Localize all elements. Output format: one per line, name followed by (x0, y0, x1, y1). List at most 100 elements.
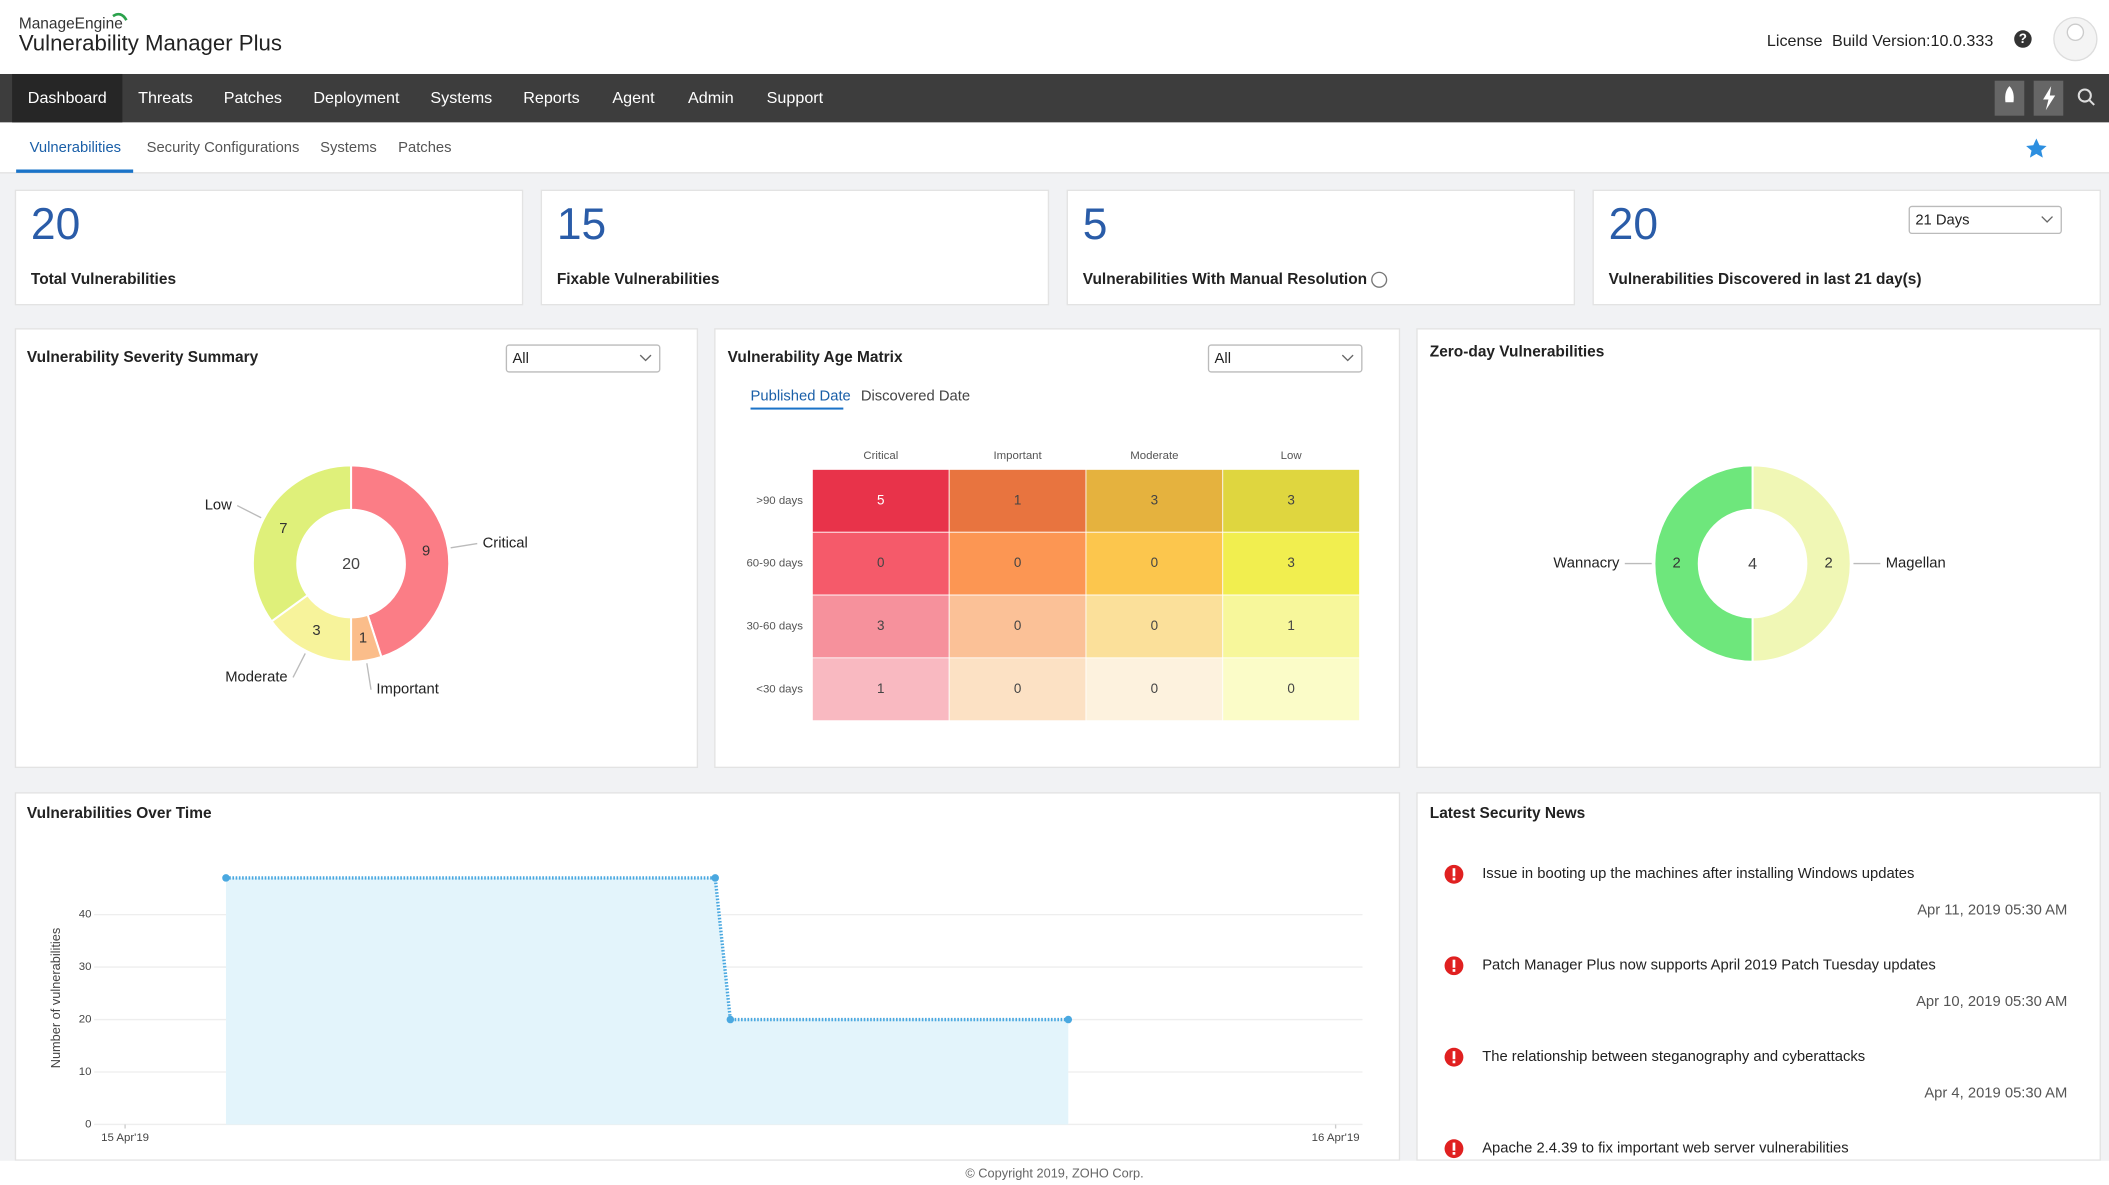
card-label: Vulnerabilities With Manual Resolution (1083, 271, 1367, 288)
license-link[interactable]: License (1767, 32, 1823, 50)
subnav-item[interactable]: Security Configurations (147, 140, 300, 156)
y-tick-label: 30 (79, 961, 92, 973)
nav-item[interactable]: Threats (138, 89, 193, 107)
subnav-item[interactable]: Systems (320, 140, 377, 156)
alert-glyph (1452, 969, 1456, 972)
alert-glyph (1452, 868, 1456, 877)
panel (1416, 792, 2101, 1161)
dropdown-value: 21 Days (1915, 213, 1969, 229)
panel-title: Vulnerability Severity Summary (27, 349, 259, 366)
search-icon[interactable] (2077, 88, 2092, 103)
panel (14, 189, 524, 306)
leader-line (236, 504, 262, 519)
news-title[interactable]: Apache 2.4.39 to fix important web serve… (1482, 1141, 1848, 1157)
matrix-cell-value: 0 (1014, 681, 1021, 696)
matrix-cell (811, 657, 950, 722)
matrix-cell-value: 3 (1287, 492, 1294, 507)
subnav-active-underline (16, 169, 134, 173)
matrix-cell (1085, 531, 1224, 596)
nav-item[interactable]: Reports (523, 89, 579, 107)
info-icon[interactable] (1371, 271, 1388, 288)
nav-item[interactable]: Dashboard (28, 89, 107, 107)
help-icon[interactable] (2014, 30, 2032, 48)
alert-glyph (1452, 877, 1456, 881)
matrix-row-label: 60-90 days (746, 558, 803, 570)
news-date: Apr 11, 2019 05:30 AM (1917, 903, 2067, 919)
matrix-cell (948, 657, 1087, 722)
panel (14, 328, 699, 769)
logo-arc (112, 12, 128, 21)
alert-glyph (1452, 1142, 1456, 1151)
subnav-item[interactable]: Patches (398, 140, 451, 156)
matrix-cell (1222, 594, 1360, 659)
card-count: 20 (31, 200, 80, 249)
x-tick-label: 16 Apr'19 (1312, 1132, 1360, 1144)
matrix-tab[interactable]: Published Date (751, 389, 851, 405)
dropdown[interactable] (1908, 205, 2062, 235)
matrix-cell (811, 469, 950, 533)
alert-glyph (1452, 959, 1456, 968)
nav-item[interactable]: Deployment (313, 89, 400, 107)
card-label: Vulnerabilities Discovered in last 21 da… (1609, 271, 1922, 288)
panel-title: Vulnerabilities Over Time (27, 805, 212, 822)
donut-total: 4 (1748, 555, 1757, 573)
matrix-row-label: >90 days (756, 495, 803, 507)
matrix-cell-value: 1 (1014, 492, 1021, 507)
donut-slice (1751, 464, 1852, 663)
nav-item[interactable]: Admin (688, 89, 734, 107)
news-title[interactable]: Issue in booting up the machines after i… (1482, 866, 1914, 882)
leader-line (292, 653, 306, 678)
matrix-cell (948, 531, 1087, 596)
slice-value: 9 (422, 544, 430, 560)
dropdown-chevron (2041, 216, 2053, 223)
dropdown-value: All (512, 351, 528, 367)
product-name: Vulnerability Manager Plus (19, 30, 282, 55)
panel (1066, 189, 1576, 306)
subnav-item[interactable]: Vulnerabilities (30, 140, 121, 156)
nav-bar (0, 73, 2109, 123)
alert-glyph (1452, 1152, 1456, 1155)
matrix-column-label: Important (993, 450, 1042, 462)
y-tick-label: 10 (79, 1066, 92, 1078)
matrix-cell (1085, 657, 1224, 722)
matrix-cell-value: 1 (877, 681, 884, 696)
area (225, 877, 1069, 1125)
subnav-bar (0, 122, 2109, 174)
search-handle (2088, 98, 2095, 106)
matrix-column-label: Critical (863, 450, 898, 462)
nav-item[interactable]: Agent (612, 89, 655, 107)
panel (1416, 328, 2101, 769)
matrix-cell (948, 594, 1087, 659)
news-title[interactable]: Patch Manager Plus now supports April 20… (1482, 958, 1936, 974)
matrix-cell (1222, 531, 1360, 596)
footer-text: © Copyright 2019, ZOHO Corp. (965, 1166, 1143, 1181)
news-title[interactable]: The relationship between steganography a… (1482, 1049, 1865, 1065)
panel-title: Vulnerability Age Matrix (728, 349, 903, 366)
nav-item[interactable]: Patches (224, 89, 282, 107)
slice-name: Low (205, 497, 232, 513)
matrix-cell-value: 0 (877, 555, 884, 570)
dropdown[interactable] (505, 344, 661, 373)
nav-item[interactable]: Systems (430, 89, 492, 107)
news-date: Apr 4, 2019 05:30 AM (1924, 1085, 2067, 1101)
favorite-star[interactable] (2026, 138, 2047, 158)
brand: ManageEngine (19, 15, 123, 32)
slice-name: Important (376, 682, 438, 698)
dropdown[interactable] (1207, 344, 1363, 373)
matrix-cell-value: 3 (1287, 555, 1294, 570)
alert-glyph (1452, 1060, 1456, 1064)
matrix-cell (811, 594, 950, 659)
matrix-cell-value: 1 (1287, 618, 1294, 633)
slice-value: 7 (279, 521, 287, 537)
nav-item[interactable]: Support (767, 89, 824, 107)
panel-title: Zero-day Vulnerabilities (1430, 343, 1605, 360)
y-axis-label: Number of vulnerabilities (48, 928, 63, 1068)
matrix-cell-value: 0 (1151, 555, 1158, 570)
matrix-tab[interactable]: Discovered Date (861, 389, 970, 405)
y-tick-label: 0 (85, 1118, 91, 1130)
dropdown-chevron (639, 354, 652, 362)
slice-value: 2 (1672, 555, 1680, 571)
matrix-cell (1085, 469, 1224, 533)
matrix-cell-value: 0 (1014, 555, 1021, 570)
